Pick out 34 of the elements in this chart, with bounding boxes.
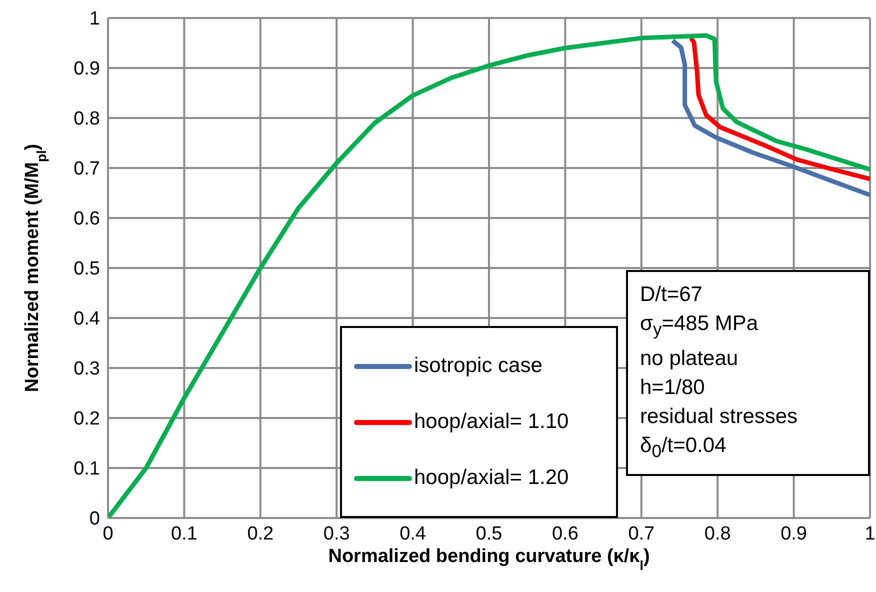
x-tick-label: 0.1: [170, 523, 198, 544]
y-tick-label: 1: [89, 8, 100, 30]
annotation: δ$_{0}$/t=0.04: [640, 433, 728, 464]
x-tick-label: 0.8: [704, 523, 731, 544]
y-tick-label: 0.5: [74, 258, 100, 280]
x-tick-label: 0.5: [476, 523, 502, 544]
x-axis-title: Normalized bending curvature (κ/κ$_{l}$): [328, 546, 650, 572]
y-tick-label: 0.7: [74, 158, 100, 180]
annotation: h=1/80: [640, 375, 706, 402]
annotation: σ$_{y}$=485 MPa: [640, 311, 760, 342]
annotation: D/t=67: [640, 282, 704, 308]
annotation: residual stresses: [640, 404, 799, 430]
line-series: [670, 38, 870, 198]
y-tick-label: 0: [89, 508, 100, 530]
x-tick-label: 1: [864, 523, 876, 544]
y-tick-label: 0.9: [74, 58, 100, 80]
y-tick-label: 0.1: [74, 458, 100, 480]
legend-label: hoop/axial= 1.20: [414, 465, 569, 491]
y-tick-label: 0.6: [74, 208, 100, 230]
x-tick-label: 0: [102, 523, 114, 544]
y-tick-label: 0.3: [74, 358, 100, 380]
x-tick-label: 0.6: [552, 523, 578, 544]
annotation: no plateau: [640, 346, 740, 372]
x-tick-label: 0.9: [780, 523, 808, 544]
x-tick-label: 0.4: [400, 523, 426, 544]
y-tick-label: 0.4: [74, 308, 100, 330]
legend-label: hoop/axial= 1.10: [414, 409, 569, 435]
legend-label: isotropic case: [414, 353, 542, 379]
line-series: [688, 36, 870, 182]
x-tick-label: 0.7: [628, 523, 655, 544]
y-tick-label: 0.8: [74, 108, 100, 130]
x-tick-label: 0.2: [247, 523, 274, 544]
x-tick-label: 0.3: [323, 523, 350, 544]
y-tick-label: 0.2: [74, 408, 100, 430]
